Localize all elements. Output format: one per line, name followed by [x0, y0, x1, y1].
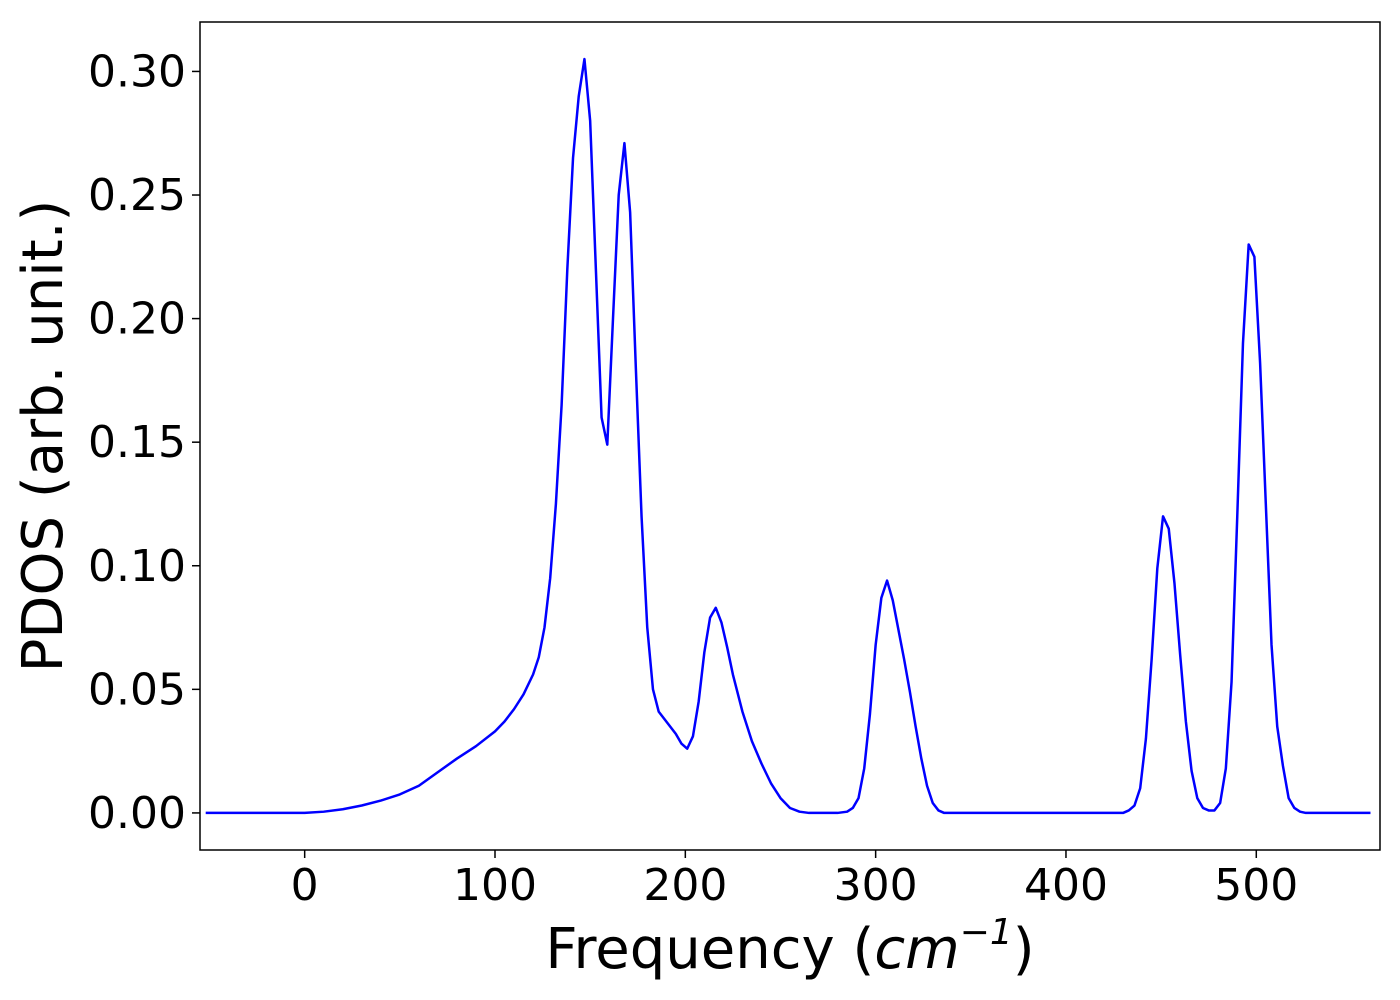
y-tick-label: 0.20: [88, 294, 186, 345]
y-tick-label: 0.00: [88, 788, 186, 839]
x-tick-label: 100: [453, 860, 537, 911]
x-tick-label: 0: [291, 860, 319, 911]
plot-frame: [199, 21, 1381, 851]
y-tick-label: 0.05: [88, 664, 186, 715]
y-tick-label: 0.15: [88, 417, 186, 468]
x-tick-label: 500: [1214, 860, 1298, 911]
y-axis: 0.00 0.05 0.10 0.15 0.20 0.25 0.30: [88, 46, 200, 839]
x-tick-label: 300: [834, 860, 918, 911]
x-tick-label: 200: [643, 860, 727, 911]
series-line-0: [205, 57, 1371, 815]
x-axis-label-close: ): [1013, 917, 1035, 982]
y-tick-label: 0.25: [88, 170, 186, 221]
x-axis-label-main: Frequency (: [545, 917, 874, 982]
y-tick-label: 0.10: [88, 541, 186, 592]
x-axis-label: Frequency (cm−1): [545, 912, 1034, 982]
y-tick-label: 0.30: [88, 46, 186, 97]
x-axis-label-unit: cm: [874, 917, 959, 982]
plot-layer: [205, 57, 1371, 815]
x-axis-label-exponent: −1: [960, 912, 1013, 953]
y-axis-label: PDOS (arb. unit.): [11, 200, 76, 673]
x-axis: 0 100 200 300 400 500: [291, 850, 1298, 911]
x-tick-label: 400: [1024, 860, 1108, 911]
